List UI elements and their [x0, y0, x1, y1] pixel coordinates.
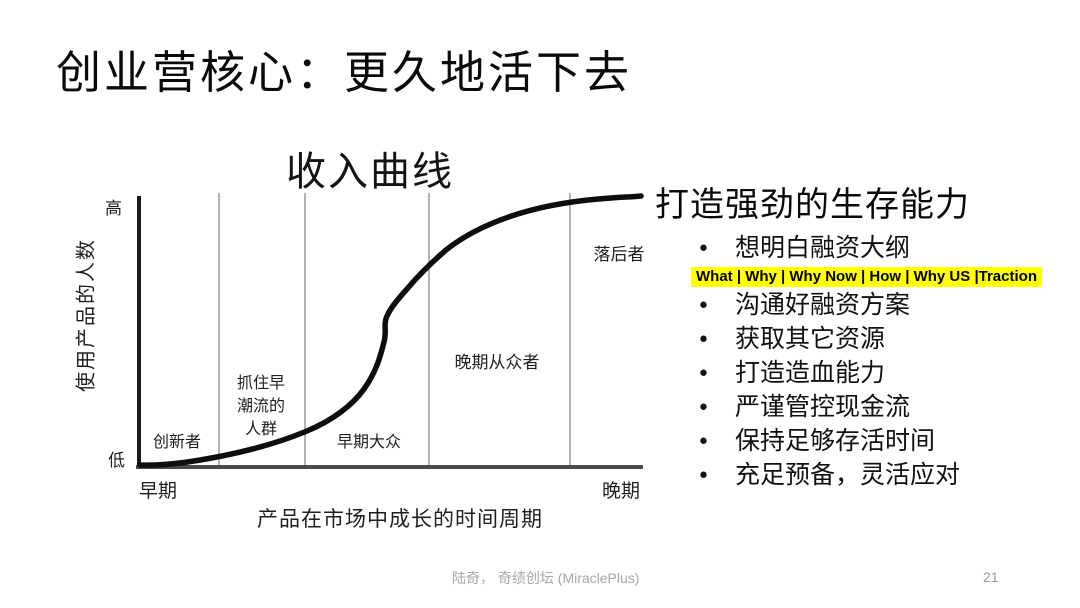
bullet-dot: •: [697, 328, 710, 353]
bullet-item-other-resources: • 获取其它资源: [655, 323, 1067, 356]
bullet-dot: •: [697, 237, 710, 262]
bullet-dot: •: [697, 396, 710, 421]
x-tick-early: 早期: [139, 480, 178, 502]
survival-heading: 打造强劲的生存能力: [655, 185, 970, 225]
slide-title: 创业营核心：更久地活下去: [56, 46, 633, 99]
survival-panel: 打造强劲的生存能力 • 想明白融资大纲 What | Why | Why Now…: [655, 177, 1067, 493]
page-number: 21: [983, 569, 999, 585]
y-tick-low: 低: [108, 451, 125, 471]
segment-label-early-majority: 早期大众: [336, 432, 402, 451]
funding-outline-highlight: What | Why | Why Now | How | Why US |Tra…: [691, 267, 1042, 287]
y-axis-label: 使用产品的人数: [73, 238, 98, 392]
bullet-item-funding-plan: • 沟通好融资方案: [655, 289, 1067, 322]
x-tick-late: 晚期: [602, 480, 641, 502]
y-tick-high: 高: [105, 199, 122, 219]
bullet-text: 严谨管控现金流: [735, 392, 911, 421]
bullet-dot: •: [697, 362, 710, 387]
segment-label-innovators: 创新者: [152, 432, 202, 451]
segment-label-laggards: 落后者: [593, 245, 645, 265]
bullet-item-blood-making: • 打造造血能力: [655, 357, 1067, 390]
bullet-text: 想明白融资大纲: [735, 233, 911, 262]
bullet-item-cashflow-control: • 严谨管控现金流: [655, 391, 1067, 424]
bullet-text: 获取其它资源: [735, 324, 886, 353]
bullet-text: 充足预备，灵活应对: [735, 460, 961, 489]
bullet-dot: •: [697, 294, 710, 319]
bullet-item-survival-time: • 保持足够存活时间: [655, 425, 1067, 458]
bullet-dot: •: [697, 430, 710, 455]
bullet-text: 沟通好融资方案: [735, 290, 911, 319]
segment-label-early-adopters: 抓住早潮流的人群: [236, 373, 285, 438]
bullet-text: 保持足够存活时间: [735, 426, 936, 455]
segment-label-late-majority: 晚期从众者: [454, 353, 540, 373]
bullet-item-funding-outline: • 想明白融资大纲: [655, 232, 1067, 265]
x-axis-label: 产品在市场中成长的时间周期: [257, 507, 543, 531]
chart-title: 收入曲线: [286, 149, 454, 195]
bullet-item-flexible-response: • 充足预备，灵活应对: [655, 459, 1067, 492]
footer-credit: 陆奇， 奇绩创坛 (MiraclePlus): [452, 570, 640, 586]
bullet-text: 打造造血能力: [735, 358, 886, 387]
bullet-dot: •: [697, 464, 710, 489]
adoption-curve-path: [137, 193, 644, 468]
